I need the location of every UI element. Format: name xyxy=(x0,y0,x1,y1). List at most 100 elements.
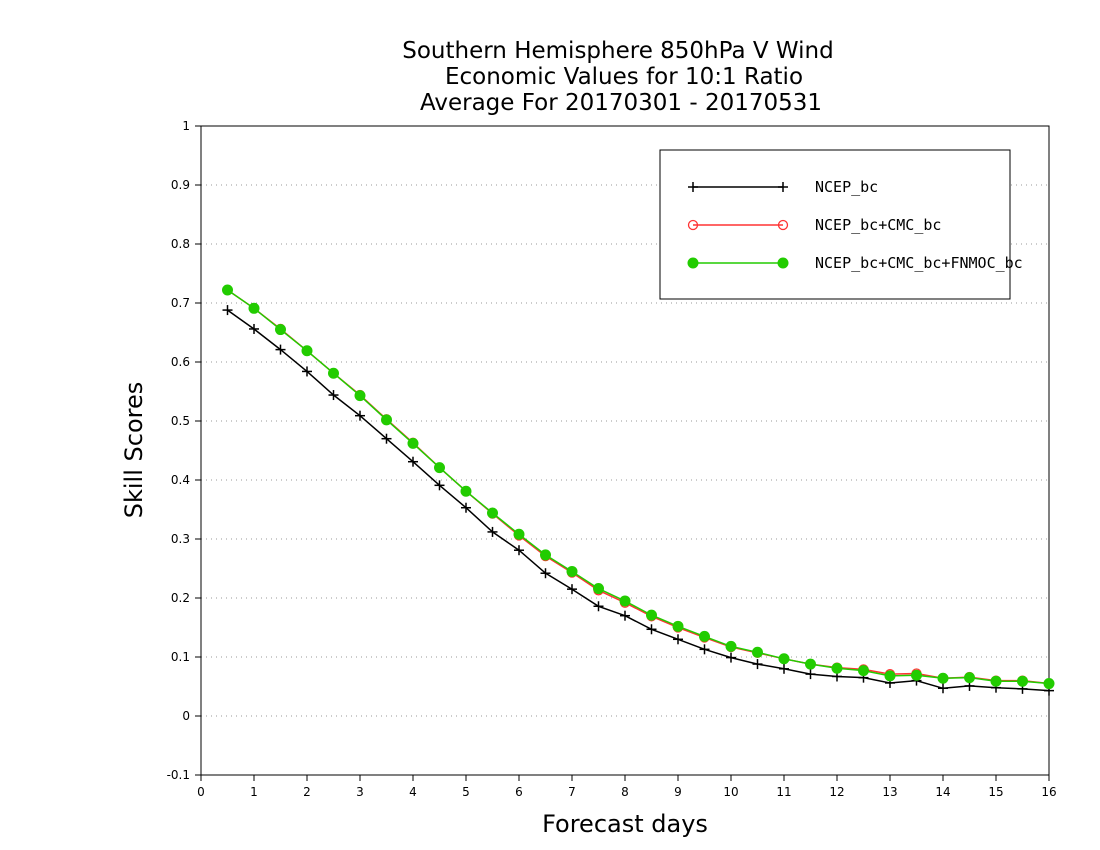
data-point-plus xyxy=(249,323,259,334)
y-axis-label: Skill Scores xyxy=(120,382,148,519)
data-point-filled-circle xyxy=(566,565,578,577)
y-tick-label: 0.2 xyxy=(171,591,190,605)
x-tick-label: 5 xyxy=(462,785,470,799)
data-point-filled-circle xyxy=(619,595,631,607)
data-point-filled-circle xyxy=(672,620,684,632)
data-point-filled-circle xyxy=(752,646,763,658)
data-point-plus xyxy=(355,410,365,421)
x-tick-label: 8 xyxy=(621,785,629,799)
data-point-filled-circle xyxy=(1043,678,1055,690)
data-point-plus xyxy=(222,305,233,316)
series-line xyxy=(227,289,1050,685)
data-point-plus xyxy=(752,659,763,670)
x-tick-label: 15 xyxy=(988,785,1003,799)
chart-title-line-3: Average For 20170301 - 20170531 xyxy=(420,90,822,116)
data-point-filled-circle xyxy=(699,630,710,642)
legend-item: NCEP_bc+CMC_bc xyxy=(687,216,941,234)
data-point-plus xyxy=(302,366,312,377)
data-point-filled-circle xyxy=(381,414,392,426)
legend-label: NCEP_bc+CMC_bc xyxy=(815,216,941,234)
x-tick-label: 14 xyxy=(935,785,950,799)
data-point-filled-circle xyxy=(328,367,339,379)
data-point-filled-circle xyxy=(222,284,233,296)
data-point-filled-circle xyxy=(937,672,949,684)
series-layer xyxy=(222,284,1055,696)
x-tick-label: 2 xyxy=(303,785,311,799)
data-point-plus xyxy=(593,601,604,612)
series-0 xyxy=(222,305,1054,696)
y-tick-label: -0.1 xyxy=(167,768,190,782)
x-tick-label: 1 xyxy=(250,785,258,799)
data-point-filled-circle xyxy=(725,640,737,652)
data-point-filled-circle xyxy=(593,583,604,595)
y-tick-label: 0.7 xyxy=(171,296,190,310)
data-point-filled-circle xyxy=(513,528,525,540)
y-tick-label: 0.3 xyxy=(171,532,190,546)
data-point-filled-circle xyxy=(911,669,922,681)
data-point-filled-circle xyxy=(407,437,419,449)
x-tick-label: 7 xyxy=(568,785,576,799)
series-line xyxy=(227,289,1050,685)
data-point-filled-circle xyxy=(831,662,843,674)
data-point-filled-circle xyxy=(248,302,260,314)
data-point-plus xyxy=(540,568,551,579)
legend: NCEP_bc NCEP_bc+CMC_bc NCEP_bc+CMC_bc+FNMO… xyxy=(659,149,1023,300)
data-point-open-circle xyxy=(687,219,699,231)
data-point-plus xyxy=(688,182,698,192)
data-point-plus xyxy=(938,683,948,694)
data-point-filled-circle xyxy=(778,653,790,665)
data-point-filled-circle xyxy=(460,485,472,497)
data-point-filled-circle xyxy=(805,658,816,670)
data-point-filled-circle xyxy=(687,257,699,269)
y-tick-label: 0.8 xyxy=(171,237,190,251)
legend-item: NCEP_bc+CMC_bc+FNMOC_bc xyxy=(687,254,1023,272)
data-point-plus xyxy=(381,433,392,444)
data-point-plus xyxy=(805,669,816,680)
x-axis-label: Forecast days xyxy=(542,810,708,838)
data-point-plus xyxy=(487,526,498,537)
data-point-filled-circle xyxy=(884,670,896,682)
data-point-plus xyxy=(434,480,445,491)
chart-title-line-1: Southern Hemisphere 850hPa V Wind xyxy=(402,38,833,64)
data-point-plus xyxy=(567,584,577,595)
legend-label: NCEP_bc+CMC_bc+FNMOC_bc xyxy=(815,254,1023,272)
data-point-plus xyxy=(408,456,418,467)
data-point-plus xyxy=(726,652,736,663)
data-point-filled-circle xyxy=(1017,675,1028,687)
x-tick-label: 13 xyxy=(882,785,897,799)
y-tick-label: 0.5 xyxy=(171,414,190,428)
legend-item: NCEP_bc xyxy=(688,178,878,196)
data-point-plus xyxy=(699,644,710,655)
axis-ticks: -0.100.10.20.30.40.50.60.70.80.910 1 2 3 4 5 6… xyxy=(167,119,1057,799)
y-tick-label: 0.6 xyxy=(171,355,190,369)
x-tick-label: 16 xyxy=(1041,785,1056,799)
data-point-plus xyxy=(646,624,657,635)
x-tick-label: 12 xyxy=(829,785,844,799)
data-point-plus xyxy=(620,610,630,621)
data-point-filled-circle xyxy=(646,609,657,621)
y-tick-label: 0.1 xyxy=(171,650,190,664)
data-point-plus xyxy=(514,545,524,556)
y-tick-label: 0.9 xyxy=(171,178,190,192)
x-tick-label: 4 xyxy=(409,785,417,799)
x-tick-label: 6 xyxy=(515,785,523,799)
data-point-filled-circle xyxy=(990,675,1002,687)
x-tick-label: 0 xyxy=(197,785,205,799)
data-point-filled-circle xyxy=(858,665,869,677)
x-tick-label: 9 xyxy=(674,785,682,799)
series-2 xyxy=(222,284,1055,690)
data-point-plus xyxy=(779,663,789,674)
data-point-filled-circle xyxy=(777,257,789,269)
data-point-filled-circle xyxy=(964,672,975,684)
legend-label: NCEP_bc xyxy=(815,178,878,196)
x-tick-label: 11 xyxy=(776,785,791,799)
data-point-filled-circle xyxy=(275,324,286,336)
chart-title-line-2: Economic Values for 10:1 Ratio xyxy=(445,64,803,90)
data-point-plus xyxy=(275,344,286,355)
y-tick-label: 1 xyxy=(182,119,190,133)
data-point-plus xyxy=(328,390,339,401)
data-point-filled-circle xyxy=(434,462,445,474)
x-tick-label: 10 xyxy=(723,785,738,799)
y-tick-label: 0.4 xyxy=(171,473,190,487)
